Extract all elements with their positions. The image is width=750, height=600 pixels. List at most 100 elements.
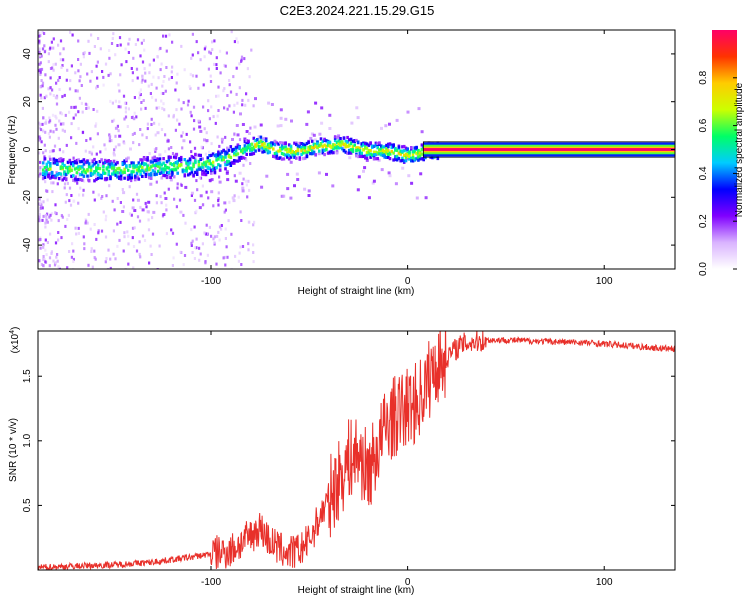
noise-cell [152,75,155,79]
ridge-cell [103,177,107,181]
ridge-cell [169,155,172,159]
ridge-cell [266,145,270,150]
noise-cell [132,266,135,269]
noise-cell [74,89,77,93]
ridge-cell [249,152,252,156]
ridge-cell [192,155,195,160]
ridge-cell [272,154,275,158]
ridge-cell [316,142,319,146]
ridge-cell [339,146,342,150]
ridge-cell [397,151,401,155]
noise-cell [131,71,134,75]
noise-cell [310,132,314,136]
ridge-cell [310,150,314,154]
noise-cell [109,266,112,269]
noise-cell [51,190,54,194]
noise-cell [238,251,241,255]
ridge-cell [387,152,390,156]
ridge-cell [158,161,162,165]
ridge-cell [254,149,257,153]
noise-cell [190,241,193,245]
ridge-cell [61,159,64,163]
noise-cell [197,119,201,123]
noise-cell [112,118,116,122]
noise-cell [325,172,328,176]
noise-cell [63,93,66,97]
ridge-cell [310,152,314,156]
noise-cell [388,174,392,178]
ridge-cell [204,164,208,168]
noise-cell [215,56,218,60]
ridge-cell [80,172,84,177]
ridge-cell [146,165,149,169]
noise-cell [73,199,76,203]
ridge-cell [121,170,125,174]
ridge-cell [43,166,47,170]
noise-cell [226,107,229,111]
ridge-cell [130,173,133,177]
ridge-cell [351,149,355,153]
ridge-cell [215,166,218,170]
ridge-cell [399,152,402,156]
noise-cell [394,182,398,186]
noise-cell [109,135,112,139]
noise-cell [190,56,193,60]
ridge-cell [156,169,160,173]
ridge-cell [241,151,245,155]
ridge-cell [254,143,257,147]
ridge-cell [130,170,133,174]
noise-cell [77,231,80,235]
ridge-cell [378,152,381,156]
noise-cell [60,236,63,240]
ridge-cell [50,175,54,179]
noise-cell [86,72,89,76]
ridge-cell [93,179,96,183]
ridge-cell [109,177,112,181]
ridge-cell [374,153,378,157]
ridge-cell [335,140,339,144]
noise-cell [55,81,58,85]
noise-cell [77,58,80,61]
noise-cell [191,32,194,36]
noise-cell [110,42,114,45]
noise-cell [77,39,80,43]
ridge-cell [102,161,105,165]
noise-cell [165,232,168,236]
ridge-cell [197,153,201,157]
noise-cell [169,178,173,182]
ridge-cell [95,177,98,182]
noise-cell [216,135,219,139]
noise-cell [118,89,121,93]
ridge-cell [279,156,282,160]
ridge-cell [344,139,348,143]
noise-cell [84,221,87,225]
noise-cell [147,218,150,222]
noise-cell [114,99,117,103]
ridge-cell [259,135,263,139]
noise-cell [148,63,151,67]
noise-cell [244,179,247,183]
noise-cell [424,196,428,200]
ridge-cell [162,173,165,178]
noise-cell [122,249,125,253]
noise-cell [104,147,107,151]
ridge-cell [109,165,112,169]
ridge-cell [353,139,356,143]
noise-cell [197,86,200,90]
ridge-cell [66,160,70,164]
ridge-cell [332,151,335,155]
noise-cell [38,47,41,51]
colorbar: 0.00.20.40.60.8 Normalized spectral ampl… [698,30,745,276]
ridge-cell [280,141,284,145]
noise-cell [356,188,360,192]
ridge-cell [270,143,273,147]
ridge-cell [250,152,254,156]
ridge-cell [302,157,305,161]
noise-cell [341,145,345,149]
ridge-cell [250,147,254,151]
noise-cell [197,51,200,55]
noise-cell [417,107,421,111]
ridge-cell [151,169,155,173]
noise-cell [190,194,193,197]
noise-cell [153,148,156,152]
